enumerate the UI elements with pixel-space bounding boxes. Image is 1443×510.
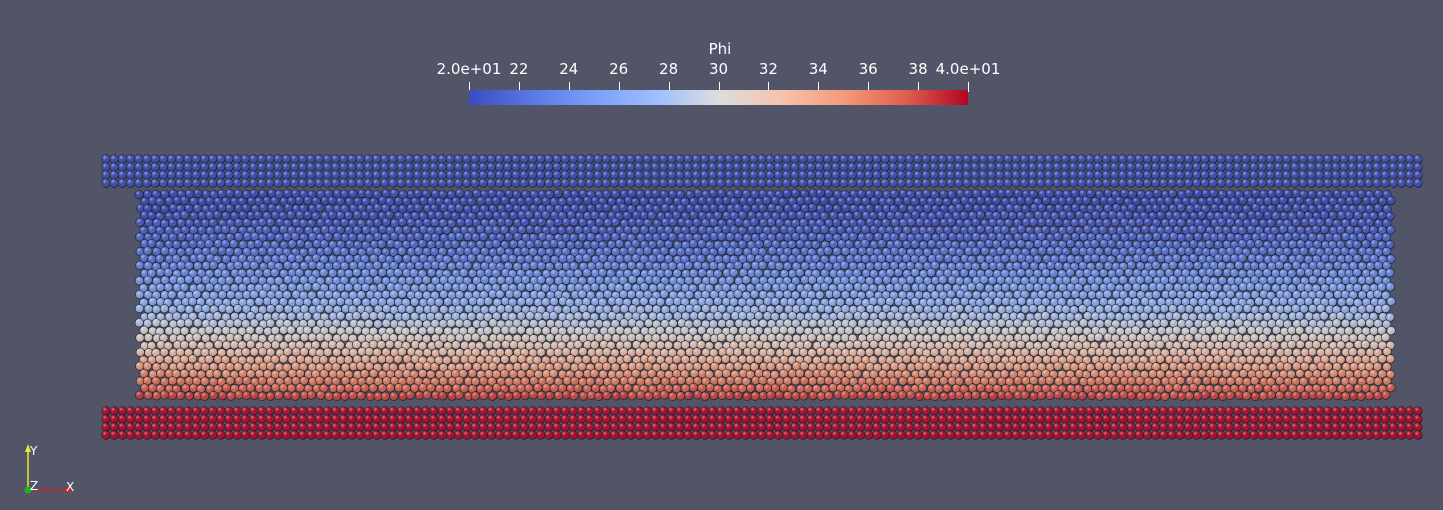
scalar-bar-tick-mark [918,82,920,92]
scalar-bar-tick-label: 32 [758,60,778,78]
scalar-bar-tick-label: 22 [509,60,529,78]
scalar-bar-tick-mark [469,82,470,92]
scalar-bar-tick-mark [718,82,720,92]
axis-z-label: Z [30,479,39,493]
scalar-bar-tick-label: 4.0e+01 [935,60,1001,78]
scalar-bar-title: Phi [708,40,732,58]
scalar-bar-tick-label: 38 [908,60,928,78]
scalar-bar-tick-mark [618,82,620,92]
scalar-bar-tick-mark [968,82,969,92]
scalar-bar-ticks: 2.0e+01 22 24 26 28 30 32 34 36 38 4.0e+01 [430,40,1010,110]
axis-x-label: X [66,480,75,494]
scalar-bar[interactable]: Phi 2.0e+01 22 24 26 28 30 32 34 36 38 4.0e+01 [430,40,1010,110]
orientation-axes-arrows [24,444,74,494]
scalar-bar-tick-label: 26 [609,60,629,78]
scalar-bar-tick-mark [868,82,870,92]
scalar-bar-tick-label: 34 [808,60,828,78]
axis-y-label: Y [30,444,38,458]
scalar-bar-tick-label: 28 [659,60,679,78]
scalar-bar-tick-label: 2.0e+01 [436,60,502,78]
orientation-axes: Y Z X [10,438,90,502]
scalar-bar-gradient [469,90,968,105]
scalar-bar-tick-mark [668,82,670,92]
scalar-bar-tick-label: 24 [559,60,579,78]
scalar-bar-tick-mark [818,82,820,92]
scalar-bar-tick-mark [568,82,570,92]
scalar-bar-tick-label: 36 [858,60,878,78]
scalar-bar-tick-label: 30 [708,60,729,78]
scalar-bar-tick-mark [518,82,520,92]
scalar-bar-tick-mark [768,82,770,92]
